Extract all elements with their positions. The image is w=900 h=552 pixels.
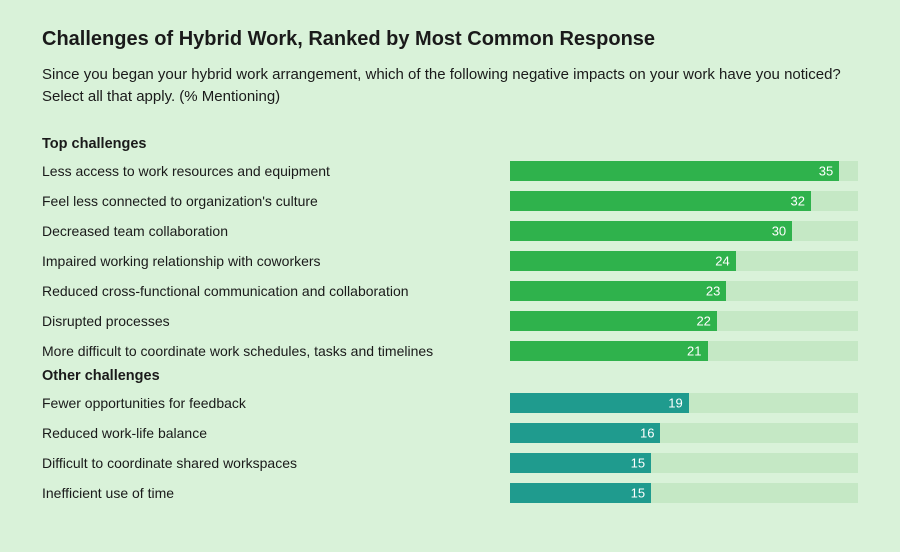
bar-track: 30 bbox=[510, 221, 858, 241]
bar-track: 24 bbox=[510, 251, 858, 271]
bar-value: 21 bbox=[687, 343, 701, 358]
bar-row: Decreased team collaboration 30 bbox=[42, 218, 858, 244]
bar-fill: 15 bbox=[510, 483, 651, 503]
bar-label: Decreased team collaboration bbox=[42, 223, 510, 239]
bar-label: Less access to work resources and equipm… bbox=[42, 163, 510, 179]
bar-row: Fewer opportunities for feedback 19 bbox=[42, 390, 858, 416]
bar-label: Inefficient use of time bbox=[42, 485, 510, 501]
bar-label: Disrupted processes bbox=[42, 313, 510, 329]
bar-track: 32 bbox=[510, 191, 858, 211]
bar-track: 15 bbox=[510, 453, 858, 473]
bar-row: Reduced work-life balance 16 bbox=[42, 420, 858, 446]
bar-row: Impaired working relationship with cowor… bbox=[42, 248, 858, 274]
bar-label: Feel less connected to organization's cu… bbox=[42, 193, 510, 209]
bar-value: 35 bbox=[819, 163, 833, 178]
bar-fill: 21 bbox=[510, 341, 708, 361]
bar-track: 35 bbox=[510, 161, 858, 181]
bar-row: Less access to work resources and equipm… bbox=[42, 158, 858, 184]
bar-label: Reduced cross-functional communication a… bbox=[42, 283, 510, 299]
bar-row: Inefficient use of time 15 bbox=[42, 480, 858, 506]
bar-value: 24 bbox=[715, 253, 729, 268]
bar-fill: 16 bbox=[510, 423, 660, 443]
bar-value: 19 bbox=[668, 395, 682, 410]
bar-fill: 35 bbox=[510, 161, 839, 181]
bar-fill: 19 bbox=[510, 393, 689, 413]
bar-row: Reduced cross-functional communication a… bbox=[42, 278, 858, 304]
chart-subtitle: Since you began your hybrid work arrange… bbox=[42, 64, 858, 108]
section-heading: Other challenges bbox=[42, 368, 858, 384]
bar-fill: 24 bbox=[510, 251, 736, 271]
chart-title: Challenges of Hybrid Work, Ranked by Mos… bbox=[42, 26, 858, 52]
bar-fill: 32 bbox=[510, 191, 811, 211]
bar-track: 16 bbox=[510, 423, 858, 443]
bar-label: Difficult to coordinate shared workspace… bbox=[42, 455, 510, 471]
bar-fill: 15 bbox=[510, 453, 651, 473]
bar-value: 15 bbox=[631, 485, 645, 500]
section-heading: Top challenges bbox=[42, 136, 858, 152]
bar-track: 22 bbox=[510, 311, 858, 331]
bar-label: Fewer opportunities for feedback bbox=[42, 395, 510, 411]
chart-panel: Challenges of Hybrid Work, Ranked by Mos… bbox=[0, 0, 900, 506]
bar-row: Disrupted processes 22 bbox=[42, 308, 858, 334]
bar-track: 15 bbox=[510, 483, 858, 503]
bar-value: 32 bbox=[791, 193, 805, 208]
bar-value: 22 bbox=[696, 313, 710, 328]
bar-label: More difficult to coordinate work schedu… bbox=[42, 343, 510, 359]
bar-row: Difficult to coordinate shared workspace… bbox=[42, 450, 858, 476]
chart-body: Top challenges Less access to work resour… bbox=[42, 136, 858, 506]
bar-value: 16 bbox=[640, 425, 654, 440]
bar-value: 23 bbox=[706, 283, 720, 298]
bar-track: 21 bbox=[510, 341, 858, 361]
bar-value: 15 bbox=[631, 455, 645, 470]
bar-fill: 22 bbox=[510, 311, 717, 331]
bar-fill: 23 bbox=[510, 281, 726, 301]
bar-row: Feel less connected to organization's cu… bbox=[42, 188, 858, 214]
bar-track: 19 bbox=[510, 393, 858, 413]
bar-fill: 30 bbox=[510, 221, 792, 241]
bar-track: 23 bbox=[510, 281, 858, 301]
bar-label: Impaired working relationship with cowor… bbox=[42, 253, 510, 269]
bar-label: Reduced work-life balance bbox=[42, 425, 510, 441]
bar-value: 30 bbox=[772, 223, 786, 238]
bar-row: More difficult to coordinate work schedu… bbox=[42, 338, 858, 364]
